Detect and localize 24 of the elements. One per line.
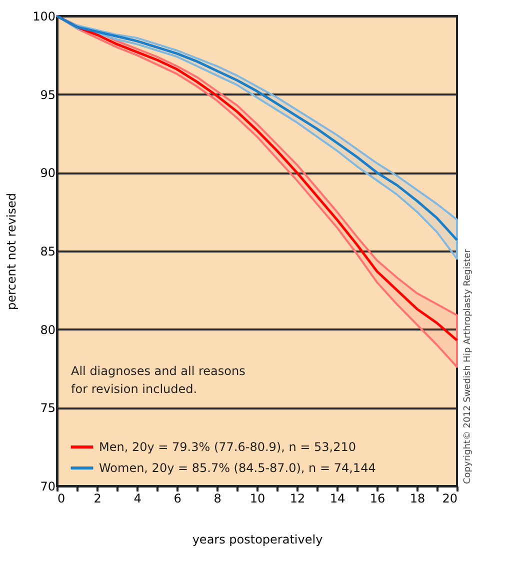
y-tick-label: 85 [40, 244, 56, 258]
x-tick-label: 12 [290, 492, 306, 506]
y-tick-label: 80 [40, 322, 56, 337]
x-tick-label: 10 [250, 492, 266, 506]
x-tick-label: 2 [94, 492, 102, 506]
x-tick-label: 18 [410, 492, 426, 506]
y-tick-label: 75 [40, 401, 56, 416]
x-tick-label: 20 [442, 492, 458, 506]
x-tick-label: 14 [330, 492, 346, 506]
x-tick-label: 0 [58, 492, 66, 506]
x-tick-label: 16 [370, 492, 386, 506]
y-tick-label: 70 [40, 480, 56, 494]
legend-label: Men, 20y = 79.3% (77.6-80.9), n = 53,210 [99, 440, 356, 454]
x-axis-title: years postoperatively [192, 532, 323, 546]
legend-label: Women, 20y = 85.7% (84.5-87.0), n = 74,144 [99, 461, 376, 475]
y-tick-label: 90 [40, 166, 56, 180]
text: Copyright© 2012 Swedish Hip Arthroplasty Register [463, 248, 473, 484]
y-tick-label: 95 [40, 88, 56, 102]
annotation: All diagnoses and all reasons for revision included. [71, 364, 246, 396]
x-tick-label: 4 [134, 492, 142, 506]
x-tick-label: 8 [214, 492, 222, 506]
y-axis-title: percent not revised [4, 193, 19, 310]
y-tick-label: 100 [32, 10, 56, 24]
x-tick-label: 6 [174, 492, 182, 506]
